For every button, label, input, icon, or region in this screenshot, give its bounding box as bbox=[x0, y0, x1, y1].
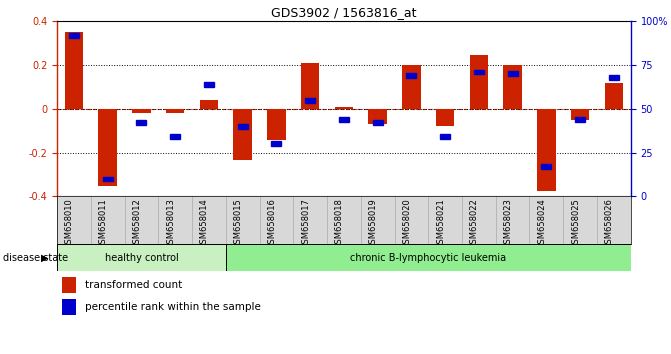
Bar bbox=[234, 109, 252, 160]
Bar bbox=[503, 65, 522, 109]
Bar bbox=[238, 124, 248, 129]
Text: GSM658011: GSM658011 bbox=[99, 198, 107, 249]
Bar bbox=[335, 107, 353, 109]
Bar bbox=[62, 298, 76, 315]
Bar bbox=[271, 142, 281, 146]
Text: disease state: disease state bbox=[3, 252, 68, 263]
Bar bbox=[609, 75, 619, 80]
Text: GSM658013: GSM658013 bbox=[166, 198, 175, 249]
Bar bbox=[372, 120, 382, 125]
Text: ▶: ▶ bbox=[41, 252, 48, 263]
Bar bbox=[339, 117, 349, 122]
Bar bbox=[507, 72, 518, 76]
Bar bbox=[407, 73, 417, 78]
Bar bbox=[136, 120, 146, 125]
Bar bbox=[541, 164, 552, 169]
Bar bbox=[103, 177, 113, 181]
Text: GSM658014: GSM658014 bbox=[200, 198, 209, 249]
Bar bbox=[440, 135, 450, 139]
Text: GSM658017: GSM658017 bbox=[301, 198, 310, 249]
Bar bbox=[470, 55, 488, 109]
Bar bbox=[474, 70, 484, 74]
Bar bbox=[605, 82, 623, 109]
Title: GDS3902 / 1563816_at: GDS3902 / 1563816_at bbox=[271, 6, 417, 19]
Bar bbox=[436, 109, 454, 126]
Bar bbox=[62, 277, 76, 293]
Text: GSM658025: GSM658025 bbox=[571, 198, 580, 249]
Text: GSM658016: GSM658016 bbox=[267, 198, 276, 249]
Bar bbox=[402, 65, 421, 109]
Bar bbox=[204, 82, 214, 87]
Text: GSM658020: GSM658020 bbox=[403, 198, 411, 249]
Bar bbox=[301, 63, 319, 109]
Text: GSM658021: GSM658021 bbox=[436, 198, 445, 249]
Text: chronic B-lymphocytic leukemia: chronic B-lymphocytic leukemia bbox=[350, 252, 507, 263]
Text: GSM658026: GSM658026 bbox=[605, 198, 614, 249]
Bar bbox=[64, 32, 83, 109]
Text: GSM658010: GSM658010 bbox=[65, 198, 74, 249]
Bar bbox=[170, 135, 180, 139]
Bar bbox=[132, 109, 151, 113]
Bar bbox=[57, 244, 225, 271]
Text: percentile rank within the sample: percentile rank within the sample bbox=[85, 302, 261, 312]
Text: GSM658018: GSM658018 bbox=[335, 198, 344, 249]
Bar bbox=[166, 109, 185, 113]
Bar bbox=[575, 117, 585, 122]
Bar bbox=[537, 109, 556, 191]
Text: GSM658023: GSM658023 bbox=[504, 198, 513, 249]
Bar bbox=[571, 109, 589, 120]
Bar bbox=[368, 109, 387, 124]
Bar bbox=[225, 244, 631, 271]
Text: GSM658022: GSM658022 bbox=[470, 198, 479, 249]
Text: healthy control: healthy control bbox=[105, 252, 178, 263]
Text: GSM658024: GSM658024 bbox=[537, 198, 546, 249]
Text: GSM658015: GSM658015 bbox=[234, 198, 243, 249]
Text: transformed count: transformed count bbox=[85, 280, 183, 290]
Bar bbox=[267, 109, 286, 139]
Text: GSM658019: GSM658019 bbox=[368, 198, 378, 249]
Bar bbox=[199, 100, 218, 109]
Bar bbox=[69, 33, 79, 38]
Bar bbox=[305, 98, 315, 103]
Text: GSM658012: GSM658012 bbox=[132, 198, 142, 249]
Bar bbox=[99, 109, 117, 185]
